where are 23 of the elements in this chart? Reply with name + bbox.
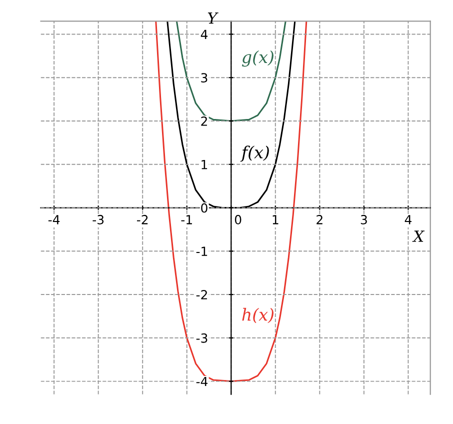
x-tick-label: 2 [316, 214, 322, 224]
y-tick-label: 3 [201, 73, 208, 83]
y-axis-title: Y [208, 12, 218, 24]
y-tick-label: -2 [196, 290, 207, 300]
y-tick-label: -3 [196, 333, 208, 343]
x-tick-label: 1 [272, 215, 278, 224]
y-tick-label: -1 [196, 246, 208, 256]
annotation: h(x) [242, 308, 274, 324]
y-tick-label: 2 [201, 116, 207, 126]
y-tick-label: 1 [202, 160, 208, 170]
x-tick-label: 3 [360, 214, 367, 224]
annotation: f(x) [240, 146, 269, 162]
x-tick-label: -4 [48, 215, 60, 224]
x-tick-label: -1 [181, 215, 192, 224]
y-tick-label: 0 [201, 203, 208, 213]
x-tick-label: -3 [92, 214, 104, 224]
x-tick-label: -2 [136, 214, 148, 224]
annotation: g(x) [242, 50, 274, 67]
y-tick-label: -4 [196, 376, 208, 386]
x-axis-title: X [412, 230, 425, 242]
y-tick-label: 4 [200, 30, 208, 39]
x-tick-label: 0 [234, 214, 242, 224]
x-tick-label: 4 [404, 215, 412, 224]
